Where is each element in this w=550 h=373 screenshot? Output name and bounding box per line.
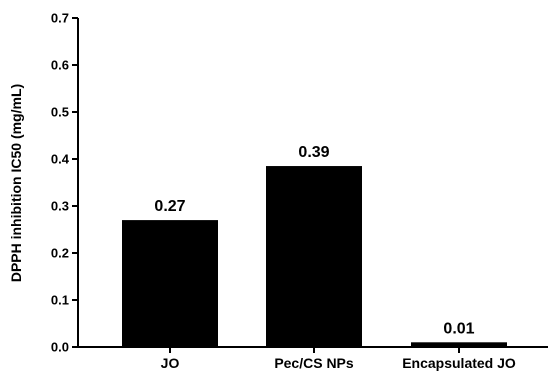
bar-pec-cs-nps bbox=[266, 166, 362, 347]
y-tick-label: 0.7 bbox=[51, 11, 69, 26]
bar-encapsulated-jo bbox=[411, 342, 507, 347]
y-tick-label: 0.4 bbox=[51, 152, 70, 167]
y-tick-label: 0.5 bbox=[51, 105, 69, 120]
data-label: 0.01 bbox=[443, 320, 474, 337]
x-tick-label: Encapsulated JO bbox=[402, 355, 516, 371]
bars: 0.27 0.39 0.01 bbox=[122, 144, 507, 347]
y-tick-label: 0.0 bbox=[51, 340, 69, 355]
x-tick-label: JO bbox=[161, 355, 180, 371]
x-tick-label: Pec/CS NPs bbox=[274, 355, 354, 371]
y-tick-label: 0.1 bbox=[51, 293, 69, 308]
data-label: 0.27 bbox=[154, 198, 185, 215]
y-axis-title: DPPH inhibition IC50 (mg/mL) bbox=[8, 84, 24, 282]
y-tick-label: 0.2 bbox=[51, 246, 69, 261]
x-axis-labels: JO Pec/CS NPs Encapsulated JO bbox=[161, 347, 516, 371]
y-tick-label: 0.6 bbox=[51, 58, 69, 73]
data-label: 0.39 bbox=[298, 144, 329, 161]
y-tick-label: 0.3 bbox=[51, 199, 69, 214]
y-axis-ticks: 0.0 0.1 0.2 0.3 0.4 0.5 0.6 0.7 bbox=[51, 11, 78, 355]
bar-jo bbox=[122, 220, 218, 347]
